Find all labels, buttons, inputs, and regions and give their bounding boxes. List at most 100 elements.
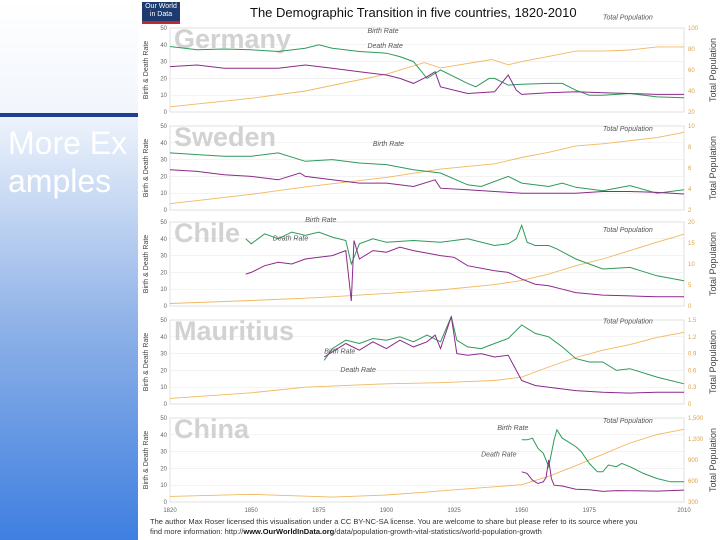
y2-tick-label: 0.9 — [688, 352, 697, 358]
y-tick-label: 10 — [160, 93, 167, 99]
population-label: Total Population — [603, 126, 653, 133]
y-tick-label: 30 — [160, 158, 167, 164]
y-tick-label: 40 — [160, 237, 167, 243]
country-name: China — [174, 414, 250, 444]
death-rate-line — [169, 64, 684, 95]
y2-tick-label: 1.5 — [688, 318, 697, 324]
y-tick-label: 10 — [160, 483, 167, 489]
y2-tick-label: 1,200 — [688, 437, 704, 443]
logo-line-1: Our World — [145, 3, 177, 10]
left-axis-label: Birth & Death Rate — [143, 139, 150, 197]
right-axis-label: Total Population — [708, 428, 718, 492]
x-tick-label: 1975 — [583, 508, 597, 514]
death-rate-line — [323, 316, 684, 394]
birth-rate-label: Birth Rate — [497, 425, 528, 432]
logo-line-2: in Data — [149, 11, 173, 18]
credit-line-2-suffix: /data/population-growth-vital-statistics… — [334, 527, 542, 536]
x-tick-label: 1820 — [163, 508, 177, 514]
x-tick-label: 2010 — [677, 508, 691, 514]
death-rate-label: Death Rate — [367, 43, 403, 50]
y2-tick-label: 1,500 — [688, 416, 704, 422]
credit-line-2-prefix: find more information: http:// — [150, 527, 244, 536]
death-rate-line — [245, 240, 684, 302]
y-tick-label: 20 — [160, 466, 167, 472]
y2-tick-label: 100 — [688, 26, 699, 32]
y2-tick-label: 8 — [688, 145, 692, 151]
y2-tick-label: 1.2 — [688, 335, 697, 341]
y-tick-label: 50 — [160, 220, 167, 226]
y2-tick-label: 10 — [688, 262, 695, 268]
population-line — [169, 331, 685, 399]
birth-rate-label: Birth Rate — [373, 141, 404, 148]
x-tick-label: 1925 — [447, 508, 461, 514]
death-rate-label: Death Rate — [340, 367, 376, 374]
y-tick-label: 20 — [160, 174, 167, 180]
birth-rate-line — [521, 428, 684, 483]
chart-panel-chile: 0 10 20 30 40 50 0 5 10 15 20 Birth & Death Rate Tot… — [143, 217, 718, 310]
birth-rate-line — [245, 223, 685, 282]
y-tick-label: 30 — [160, 450, 167, 456]
population-line — [169, 428, 685, 498]
y-tick-label: 10 — [160, 287, 167, 293]
population-label: Total Population — [603, 318, 653, 325]
y-tick-label: 10 — [160, 385, 167, 391]
y2-tick-label: 20 — [688, 110, 695, 116]
our-world-in-data-logo: Our World in Data — [142, 2, 180, 24]
y2-tick-label: 900 — [688, 458, 699, 464]
y-tick-label: 30 — [160, 254, 167, 260]
y-tick-label: 30 — [160, 60, 167, 66]
chart-panel-sweden: 0 10 20 30 40 50 2 4 6 8 10 Birth & Death Rate Total… — [143, 122, 718, 214]
credit-link[interactable]: www.OurWorldInData.org — [243, 527, 335, 536]
y-tick-label: 0 — [164, 208, 168, 214]
birth-rate-line — [323, 315, 685, 385]
y2-tick-label: 2 — [688, 208, 692, 214]
y-tick-label: 20 — [160, 76, 167, 82]
population-line — [169, 131, 685, 205]
y-tick-label: 30 — [160, 352, 167, 358]
license-credit: The author Max Roser licensed this visua… — [150, 517, 716, 537]
population-label: Total Population — [603, 418, 653, 425]
plot-frame — [169, 221, 685, 307]
x-tick-label: 1950 — [515, 508, 529, 514]
population-line — [169, 46, 684, 108]
birth-rate-label: Birth Rate — [305, 217, 336, 224]
slide-side-panel — [0, 0, 138, 540]
death-rate-line — [521, 459, 685, 492]
y-tick-label: 20 — [160, 270, 167, 276]
left-axis-label: Birth & Death Rate — [143, 41, 150, 99]
y2-tick-label: 10 — [688, 124, 695, 130]
death-rate-label: Death Rate — [273, 235, 309, 242]
y2-tick-label: 600 — [688, 479, 699, 485]
y-tick-label: 50 — [160, 124, 167, 130]
y2-tick-label: 6 — [688, 166, 692, 172]
y2-tick-label: 4 — [688, 187, 692, 193]
right-axis-label: Total Population — [708, 136, 718, 200]
country-name: Mauritius — [174, 316, 294, 346]
slide-divider-line — [0, 113, 138, 117]
y-tick-label: 0 — [164, 304, 168, 310]
y-tick-label: 50 — [160, 416, 167, 422]
figure-title: The Demographic Transition in five count… — [250, 5, 577, 20]
birth-rate-label: Birth Rate — [324, 349, 355, 356]
y2-tick-label: 0.6 — [688, 368, 697, 374]
x-tick-label: 1900 — [380, 508, 394, 514]
left-axis-label: Birth & Death Rate — [143, 431, 150, 489]
y2-tick-label: 40 — [688, 89, 695, 95]
chart-panel-mauritius: 0 10 20 30 40 50 0 0.3 0.6 0.9 1.2 1.5 Birth & Death… — [143, 315, 718, 408]
left-axis-label: Birth & Death Rate — [143, 235, 150, 293]
chart-panel-china: 0 10 20 30 40 50 300 600 900 1,200 1,500 Birth & De… — [143, 414, 718, 506]
y2-tick-label: 20 — [688, 220, 695, 226]
y-tick-label: 0 — [164, 110, 168, 116]
slide-heading: More Examples — [8, 125, 128, 199]
death-rate-line — [169, 169, 685, 195]
right-axis-label: Total Population — [708, 232, 718, 296]
credit-line-1: The author Max Roser licensed this visua… — [150, 517, 638, 526]
population-line — [169, 233, 685, 304]
y-tick-label: 40 — [160, 141, 167, 147]
demographic-transition-figure: The Demographic Transition in five count… — [138, 0, 720, 540]
y2-tick-label: 60 — [688, 68, 695, 74]
left-axis-label: Birth & Death Rate — [143, 333, 150, 391]
x-tick-label: 1875 — [312, 508, 326, 514]
y-tick-label: 20 — [160, 368, 167, 374]
